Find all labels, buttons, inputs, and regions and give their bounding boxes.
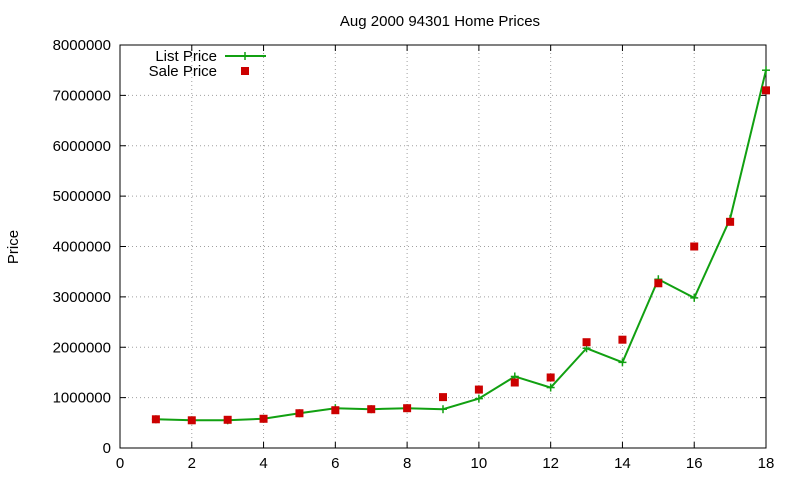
sale-price-point <box>331 406 340 415</box>
sale-price-point <box>654 279 663 288</box>
y-axis-label: Price <box>5 230 22 264</box>
y-tick-label: 4000000 <box>53 239 111 256</box>
x-tick-label: 10 <box>471 455 488 472</box>
gridlines <box>120 45 766 448</box>
y-tick-label: 1000000 <box>53 390 111 407</box>
y-tick-label: 6000000 <box>53 138 111 155</box>
list-price-line <box>155 69 767 422</box>
list-price-point <box>690 293 699 302</box>
legend-label-list-price: List Price <box>155 48 217 65</box>
list-price-point <box>618 358 627 367</box>
chart-title: Aug 2000 94301 Home Prices <box>340 13 540 30</box>
sale-price-point <box>187 416 196 425</box>
sale-price-point <box>439 393 447 402</box>
sale-price-point <box>151 415 160 424</box>
sale-price-point <box>223 415 232 424</box>
x-tick-label: 8 <box>403 455 411 472</box>
sale-price-point <box>259 414 268 423</box>
list-price-point <box>546 383 555 392</box>
list-price-point <box>439 405 447 414</box>
x-tick-label: 6 <box>331 455 339 472</box>
sale-price-point <box>726 217 735 226</box>
axes: 0 2 4 6 8 10 12 14 16 18 0 1000000 2000000 3000000 400… <box>53 37 775 472</box>
y-tick-label: 0 <box>103 440 111 457</box>
sale-price-point <box>546 373 555 382</box>
sale-price-point <box>510 378 519 387</box>
sale-price-point <box>582 338 591 347</box>
x-tick-label: 18 <box>758 455 775 472</box>
sale-price-point <box>762 86 770 95</box>
legend-marks <box>225 52 266 75</box>
sale-price-point <box>474 385 483 394</box>
legend-marker-sale-price <box>241 67 249 75</box>
sale-price-point <box>403 404 412 413</box>
y-tick-label: 8000000 <box>53 37 111 54</box>
legend-label-sale-price: Sale Price <box>149 63 217 80</box>
x-tick-label: 12 <box>542 455 559 472</box>
sale-price-point <box>367 405 376 414</box>
x-tick-label: 2 <box>188 455 196 472</box>
legend: List Price Sale Price <box>149 48 266 80</box>
x-tick-label: 14 <box>614 455 631 472</box>
x-tick-label: 0 <box>116 455 124 472</box>
series <box>151 66 770 425</box>
sale-price-point <box>295 409 304 418</box>
x-tick-label: 16 <box>686 455 703 472</box>
y-tick-label: 3000000 <box>53 289 111 306</box>
sale-price-point <box>690 242 699 251</box>
list-price-point <box>474 394 483 403</box>
y-tick-label: 7000000 <box>53 87 111 104</box>
y-tick-label: 5000000 <box>53 188 111 205</box>
y-tick-label: 2000000 <box>53 339 111 356</box>
list-price-point <box>762 66 770 75</box>
sale-price-point <box>618 335 627 344</box>
legend-marker-list-price <box>241 52 249 60</box>
x-tick-label: 4 <box>259 455 267 472</box>
